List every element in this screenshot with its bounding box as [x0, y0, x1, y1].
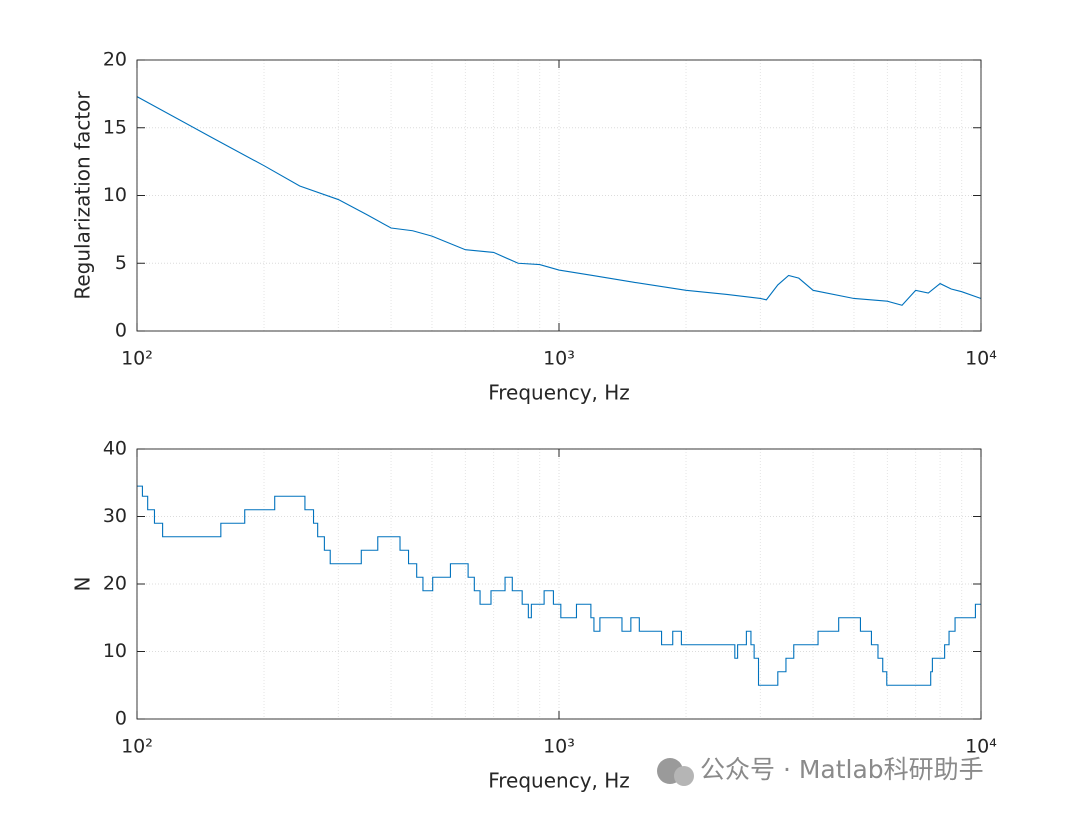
y-tick-label: 0 [115, 708, 127, 730]
axes: 0 10 20 30 40 10² 10³ 10⁴ Frequency, Hz N [71, 438, 998, 793]
y-tick-label: 10 [103, 640, 127, 662]
line-series [137, 485, 981, 686]
line-series [136, 96, 982, 306]
y-tick-label: 30 [103, 505, 127, 527]
axes-frame [136, 448, 982, 720]
axes: 0 5 10 15 20 10² 10³ 10⁴ Frequency, Hz Regulariza… [71, 49, 998, 405]
x-tick-label: 10² [121, 736, 153, 758]
watermark: 公众号 · Matlab科研助手 [700, 755, 984, 784]
x-axis-label: Frequency, Hz [488, 381, 630, 405]
y-tick-label: 10 [103, 184, 127, 206]
y-tick-label: 0 [115, 320, 127, 342]
y-tick-label: 40 [103, 438, 127, 460]
x-axis-label: Frequency, Hz [488, 769, 630, 793]
watermark-group: 公众号 · Matlab科研助手 [657, 755, 984, 786]
y-axis-label: N [71, 577, 95, 592]
y-tick-label: 20 [103, 573, 127, 595]
y-tick-label: 20 [103, 49, 127, 71]
x-tick-label: 10² [121, 348, 153, 370]
y-tick-label: 15 [103, 116, 127, 138]
y-tick-label: 5 [115, 252, 127, 274]
watermark-icon [674, 766, 694, 786]
x-tick-label: 10³ [543, 348, 575, 370]
x-tick-label: 10⁴ [965, 348, 997, 370]
axes-frame [136, 59, 982, 332]
x-tick-label: 10³ [543, 736, 575, 758]
y-axis-label: Regularization factor [71, 91, 95, 300]
x-tick-label: 10⁴ [965, 736, 997, 758]
